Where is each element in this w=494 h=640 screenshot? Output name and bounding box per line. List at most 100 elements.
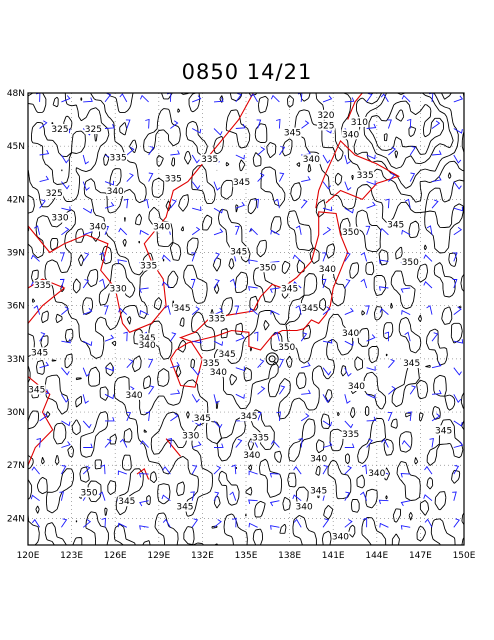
wind-barb — [104, 393, 115, 400]
wind-barb — [426, 225, 433, 235]
wind-barb — [276, 411, 281, 421]
wind-barb — [360, 491, 368, 501]
wind-barb — [322, 367, 332, 376]
wind-barb — [409, 146, 416, 156]
wind-barb — [139, 229, 149, 236]
wind-barb — [118, 227, 128, 236]
x-tick-label: 120E — [17, 551, 40, 561]
y-tick-label: 24N — [7, 514, 25, 524]
contour-label: 345 — [301, 304, 318, 314]
wind-barb — [388, 146, 396, 156]
wind-barb — [379, 307, 389, 315]
wind-barb — [235, 438, 243, 448]
wind-barb — [82, 420, 92, 429]
wind-barb — [366, 180, 376, 186]
wind-barb — [293, 466, 302, 475]
wind-barb — [117, 470, 127, 476]
wind-barb — [191, 465, 198, 475]
wind-barb — [400, 287, 411, 293]
wind-barb — [235, 393, 245, 399]
wind-barb — [344, 394, 351, 404]
wind-barb — [235, 123, 246, 129]
wind-barb — [61, 95, 71, 103]
contour-label: 330 — [51, 214, 68, 224]
wind-barb — [30, 254, 40, 262]
wind-barb — [213, 340, 224, 346]
wind-barb — [231, 464, 237, 475]
wind-barb — [99, 278, 106, 289]
wind-barb — [33, 225, 41, 235]
contour-label: 340 — [342, 329, 359, 339]
wind-barb — [103, 305, 109, 315]
wind-barb — [119, 438, 128, 448]
wind-barb — [31, 518, 40, 528]
wind-barb — [322, 420, 333, 427]
wind-barb — [452, 279, 458, 289]
contour-label-bg — [138, 333, 157, 344]
wind-barb — [248, 286, 258, 291]
contour-label-bg — [401, 256, 420, 267]
wind-barb — [322, 95, 333, 103]
contour-label: 340 — [348, 382, 365, 392]
wind-barb — [269, 500, 280, 507]
wind-barb — [344, 207, 354, 214]
wind-barb — [39, 149, 50, 156]
coastline — [165, 438, 182, 457]
wind-barb — [344, 519, 353, 528]
contour-label: 340 — [332, 533, 349, 543]
wind-barb — [61, 306, 70, 315]
wind-barb — [257, 172, 265, 182]
x-tick-label: 132E — [191, 551, 214, 561]
wind-barb — [148, 172, 154, 182]
wind-barb — [139, 525, 149, 530]
wind-barb — [271, 440, 280, 448]
wind-barb — [59, 491, 64, 501]
contour-label-bg — [88, 221, 107, 232]
wind-barb — [366, 366, 376, 371]
wind-barb — [82, 252, 90, 262]
wind-barb — [300, 332, 308, 342]
wind-barb — [322, 154, 331, 164]
wind-barb — [404, 331, 411, 342]
wind-barb — [213, 97, 224, 103]
wind-barb — [190, 491, 195, 501]
wind-barb — [213, 394, 220, 404]
wind-barb — [82, 394, 89, 404]
contour-label-bg — [200, 154, 219, 165]
contour-line — [28, 93, 464, 545]
coastline — [136, 467, 150, 480]
contour-label-bg — [164, 173, 183, 184]
contour-label: 350 — [402, 258, 419, 268]
wind-barb — [161, 281, 171, 289]
contour-label-bg — [106, 186, 125, 197]
wind-barb — [170, 389, 181, 395]
wind-barb — [104, 202, 115, 209]
wind-barb — [140, 440, 149, 448]
wind-barb — [365, 225, 371, 235]
wind-barb — [39, 199, 46, 209]
wind-barb — [104, 93, 112, 103]
wind-barb — [191, 306, 200, 315]
wind-barb — [170, 199, 177, 209]
wind-barb — [279, 146, 286, 156]
wind-barb — [170, 120, 179, 129]
wind-barb — [61, 338, 71, 344]
contour-label-bg — [309, 453, 328, 464]
contour-label-bg — [251, 432, 270, 443]
contour-label: 345 — [194, 414, 211, 424]
wind-barb — [452, 491, 457, 501]
contour-label: 335 — [34, 281, 51, 291]
contour-label: 345 — [403, 359, 420, 369]
contour-label-bg — [386, 219, 405, 230]
wind-barb — [360, 278, 368, 289]
wind-barb — [82, 519, 92, 528]
wind-barb — [453, 518, 460, 528]
contour-label-bg — [218, 349, 237, 360]
contour-label: 340 — [153, 222, 170, 232]
wind-barb — [278, 358, 284, 368]
wind-barb — [270, 525, 280, 530]
wind-barb — [300, 120, 310, 129]
wind-barb — [404, 198, 411, 209]
contour-label: 340 — [89, 222, 106, 232]
